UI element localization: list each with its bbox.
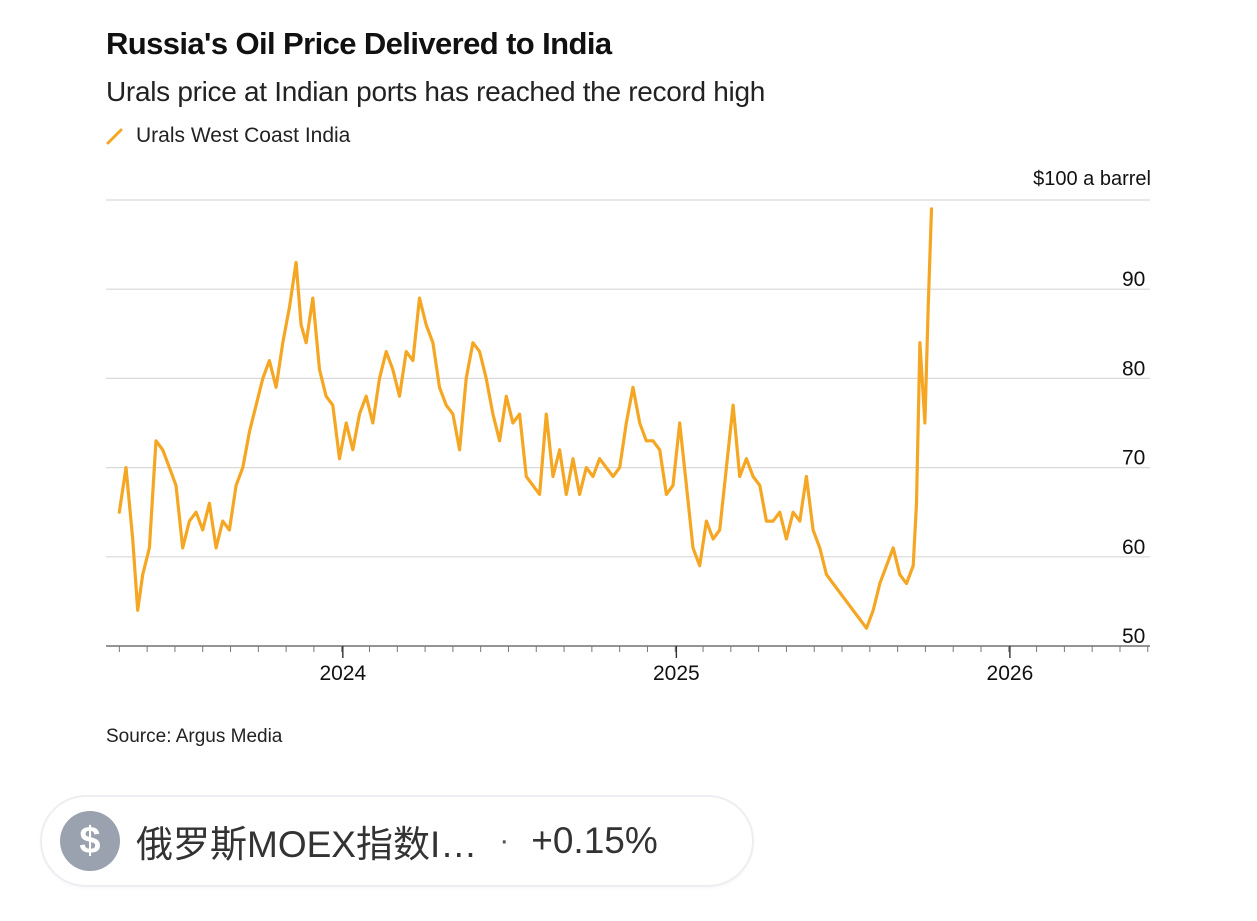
y-tick-label-50: 50 [1122, 625, 1145, 648]
series-line-0 [117, 207, 934, 630]
ticker-change: +0.15% [531, 820, 658, 861]
x-tick-label-2025: 2025 [653, 662, 700, 685]
chart-title: Russia's Oil Price Delivered to India [106, 26, 612, 61]
dollar-icon: $ [60, 811, 120, 871]
ticker-separator: · [499, 824, 510, 857]
y-axis-unit-label: $100 a barrel [1033, 168, 1151, 190]
stock-ticker-chip[interactable]: $ 俄罗斯MOEX指数I… · +0.15% [42, 797, 752, 885]
x-tick-label-2024: 2024 [319, 662, 366, 685]
ticker-name: 俄罗斯MOEX指数I… [136, 824, 478, 865]
source-note: Source: Argus Media [106, 726, 283, 747]
x-tick-label-2026: 2026 [987, 662, 1034, 685]
chart-subtitle: Urals price at Indian ports has reached … [106, 76, 765, 107]
y-tick-label-80: 80 [1122, 357, 1145, 380]
y-tick-label-60: 60 [1122, 536, 1145, 559]
legend-label: Urals West Coast India [136, 124, 351, 147]
legend-line-swatch [106, 128, 123, 145]
y-tick-label-90: 90 [1122, 268, 1145, 291]
legend: Urals West Coast India [106, 124, 350, 148]
chart-plot: 50 60 70 80 90 2024 2025 2026 [106, 199, 1150, 685]
y-tick-label-70: 70 [1122, 447, 1145, 470]
